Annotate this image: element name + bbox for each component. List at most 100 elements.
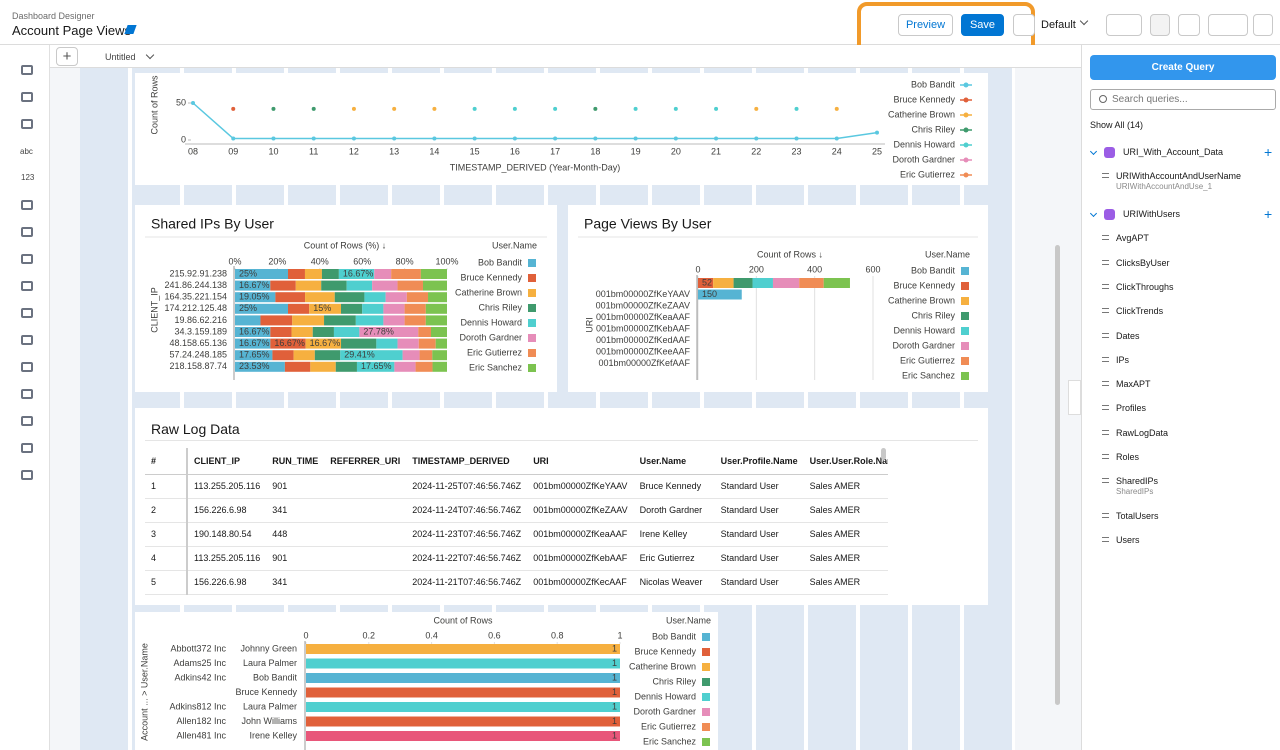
list-icon[interactable] [21, 119, 33, 129]
chart-icon[interactable] [21, 65, 33, 75]
preview-button[interactable]: Preview [898, 14, 953, 36]
bar-segment [823, 278, 850, 288]
table-scrollbar[interactable] [881, 448, 886, 460]
query-name[interactable]: ClicksByUser [1116, 257, 1170, 268]
layout-icon[interactable] [1013, 14, 1035, 36]
image-icon[interactable] [21, 281, 33, 291]
table-cell: Irene Kelley [633, 522, 715, 547]
search-icon [1099, 95, 1107, 103]
table-cell: 113.255.205.116 [185, 546, 267, 571]
table-cell: Standard User [714, 522, 804, 547]
query-icon [1102, 259, 1109, 265]
table-cell: 156.226.6.98 [185, 498, 267, 523]
table-cell: Eric Gutierrez [633, 546, 715, 571]
scrollbar[interactable] [1055, 245, 1060, 705]
filter-button[interactable] [1106, 14, 1142, 36]
query-name[interactable]: SharedIPs [1116, 476, 1159, 487]
legend-swatch [961, 297, 969, 305]
listselector-icon[interactable] [21, 335, 33, 345]
bar-segment [235, 361, 285, 372]
query-icon [1102, 478, 1109, 484]
query-list: URI_With_Account_Data + URIWithAccountAndU… [1082, 45, 1280, 750]
page-views-chart: Page Views By User 0 200 400 600 Count of Ro… [568, 205, 988, 392]
page-tab[interactable]: Untitled [105, 52, 136, 62]
data-label: 1 [612, 701, 617, 711]
number-widget[interactable]: 123 [21, 173, 35, 182]
query-name[interactable]: ClickThroughs [1116, 281, 1174, 292]
bar-segment [733, 278, 753, 288]
filter-icon[interactable] [21, 308, 33, 318]
undo-redo[interactable] [1208, 14, 1248, 36]
text-widget[interactable]: abc [20, 147, 33, 156]
query-name[interactable]: Users [1116, 534, 1140, 545]
point [271, 136, 276, 141]
table-icon[interactable] [21, 92, 33, 102]
table-row: 4 113.255.205.116 901 2024-11-22T07:46:56.7… [145, 546, 888, 571]
more-button[interactable] [1253, 14, 1273, 36]
nav-icon[interactable] [21, 254, 33, 264]
bar-segment [288, 269, 305, 279]
link-icon[interactable] [21, 200, 33, 210]
layout-select[interactable]: Default [1041, 19, 1076, 31]
query-name[interactable]: MaxAPT [1116, 379, 1151, 390]
bar-segment [419, 350, 433, 361]
create-query[interactable]: Create Query [1090, 55, 1276, 80]
date-icon[interactable] [21, 416, 33, 426]
add-page[interactable]: + [56, 47, 78, 66]
group-name[interactable]: URI_With_Account_Data [1123, 147, 1224, 157]
copy-icon[interactable] [21, 470, 33, 480]
x-axis-title: Count of Rows (%) ↓ [304, 240, 387, 250]
legend-label: Doroth Gardner [892, 340, 955, 350]
legend-label: Bob Bandit [478, 257, 523, 267]
delete-button[interactable] [1150, 14, 1170, 36]
data-label: 16.67% [239, 338, 270, 348]
bar-segment [422, 280, 447, 291]
edit-icon[interactable] [124, 25, 137, 34]
range-icon[interactable] [21, 362, 33, 372]
query-icon [1102, 381, 1109, 387]
query-name[interactable]: Dates [1116, 330, 1140, 341]
search-box[interactable]: Search queries... [1090, 89, 1276, 110]
data-label: 16.67% [274, 338, 305, 348]
table-cell: 001bm00000ZfKeZAAV [527, 498, 634, 523]
bar-segment [418, 338, 436, 349]
add-query[interactable]: + [1264, 144, 1273, 160]
bar-segment [394, 361, 416, 372]
table-cell: Standard User [714, 570, 804, 595]
legend-title: User.Name [666, 615, 711, 625]
query-name[interactable]: Profiles [1116, 403, 1147, 414]
data-label: 52 [702, 277, 712, 287]
query-name[interactable]: URIWithAccountAndUserName [1116, 171, 1242, 181]
collapse-handle[interactable] [1068, 380, 1081, 415]
query-name[interactable]: AvgAPT [1116, 233, 1149, 244]
x-tick-label: 200 [749, 264, 764, 274]
toggle-icon[interactable] [21, 389, 33, 399]
dashboard-title[interactable]: Account Page Views [12, 23, 131, 38]
legend-label: Catherine Brown [888, 109, 955, 119]
query-name[interactable]: RawLogData [1116, 427, 1169, 438]
search-placeholder: Search queries... [1112, 94, 1188, 105]
legend-swatch [961, 372, 969, 380]
query-name[interactable]: Roles [1116, 452, 1140, 462]
x-axis-title: Count of Rows [433, 615, 493, 625]
container-icon[interactable] [21, 227, 33, 237]
x-tick-label: 0 [303, 630, 308, 640]
query-name[interactable]: TotalUsers [1116, 510, 1159, 521]
legend-swatch [528, 319, 536, 327]
add-query[interactable]: + [1264, 206, 1273, 223]
chevron [145, 50, 155, 60]
show-filter[interactable]: Show All (14) [1090, 120, 1144, 130]
group-icon [1104, 209, 1115, 221]
query-name[interactable]: ClickTrends [1116, 306, 1164, 317]
bar-segment [235, 269, 288, 279]
save-button[interactable]: Save [961, 14, 1004, 36]
settings-button[interactable] [1178, 14, 1200, 36]
table-cell: 2 [145, 498, 187, 523]
legend-swatch [961, 312, 969, 320]
legend-label: Bob Bandit [911, 79, 956, 89]
y-axis-title: Count of Rows [149, 75, 159, 135]
point [754, 106, 759, 111]
query-name[interactable]: IPs [1116, 354, 1130, 365]
slider-icon[interactable] [21, 443, 33, 453]
group-name[interactable]: URIWithUsers [1123, 209, 1181, 220]
